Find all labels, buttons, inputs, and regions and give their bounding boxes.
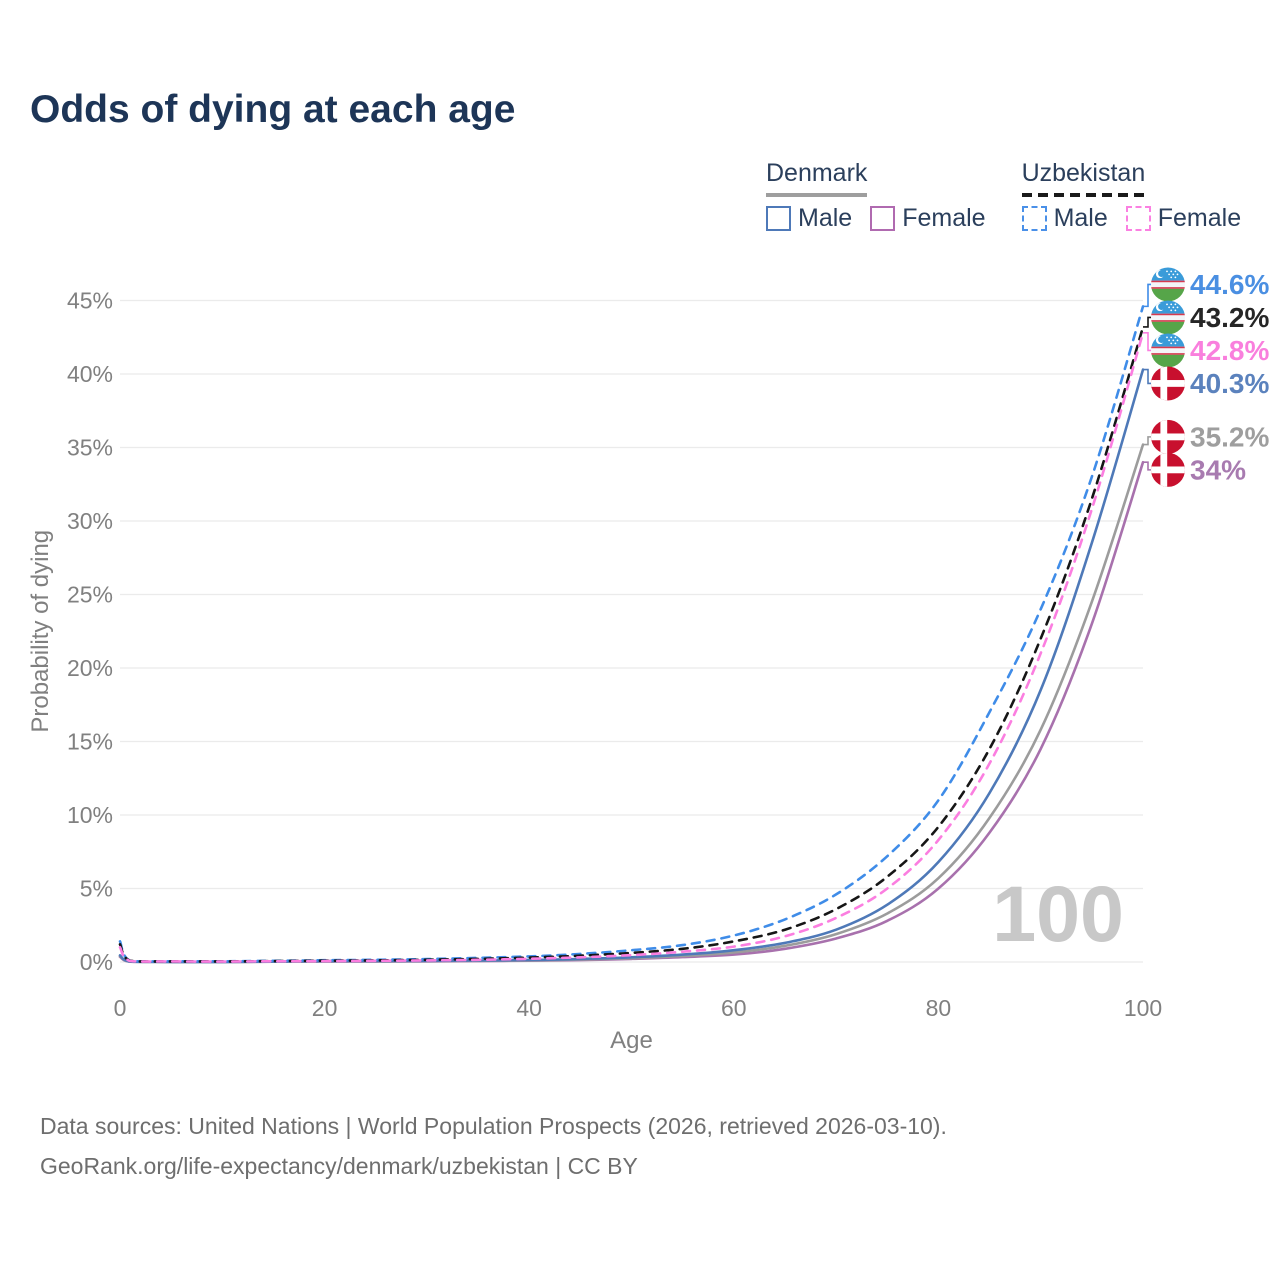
y-tick-label: 40% bbox=[67, 361, 113, 387]
series-line-denmark-male[interactable] bbox=[118, 368, 1145, 964]
y-tick-label: 20% bbox=[67, 655, 113, 681]
end-value-label: 40.3% bbox=[1190, 368, 1269, 399]
page-title: Odds of dying at each age bbox=[30, 88, 516, 131]
end-label-group[interactable]: 34% bbox=[1151, 452, 1246, 487]
x-tick-label: 80 bbox=[926, 995, 952, 1021]
legend-item-denmark-female[interactable]: Female bbox=[870, 203, 986, 233]
y-tick-label: 5% bbox=[80, 876, 113, 902]
legend-item-label: Female bbox=[1157, 203, 1242, 232]
y-tick-label: 10% bbox=[67, 802, 113, 828]
y-tick-label: 30% bbox=[67, 508, 113, 534]
y-tick-label: 45% bbox=[67, 288, 113, 314]
x-tick-label: 100 bbox=[1124, 995, 1162, 1021]
legend-item-label: Male bbox=[798, 203, 853, 232]
end-label-group[interactable]: 40.3% bbox=[1151, 366, 1269, 401]
legend-group-uzbekistan: Uzbekistan Male Female bbox=[1021, 159, 1242, 233]
x-tick-label: 60 bbox=[721, 995, 747, 1021]
denmark-female-swatch-icon bbox=[870, 205, 896, 231]
uzbekistan-male-swatch-icon bbox=[1021, 205, 1047, 231]
end-value-label: 43.2% bbox=[1190, 302, 1269, 333]
end-label-connector bbox=[1143, 283, 1151, 308]
series-line-uzbekistan-female[interactable] bbox=[118, 331, 1145, 963]
legend-item-label: Male bbox=[1053, 203, 1108, 232]
legend-country-uzbekistan[interactable]: Uzbekistan bbox=[1021, 159, 1146, 197]
series-line-denmark-both-sexes[interactable] bbox=[118, 443, 1145, 964]
denmark-flag-icon bbox=[1151, 366, 1185, 401]
y-tick-label: 25% bbox=[67, 582, 113, 608]
end-label-connector bbox=[1143, 368, 1151, 385]
legend-item-uzbekistan-female[interactable]: Female bbox=[1125, 203, 1242, 233]
watermark-age-label: 100 bbox=[992, 869, 1124, 958]
uzbekistan-flag-icon bbox=[1151, 267, 1185, 302]
end-label-group[interactable]: 44.6% bbox=[1151, 267, 1269, 302]
end-label-connector bbox=[1143, 332, 1151, 352]
end-label-connector bbox=[1143, 316, 1151, 328]
end-value-label: 42.8% bbox=[1190, 335, 1269, 366]
legend-item-uzbekistan-male[interactable]: Male bbox=[1021, 203, 1108, 233]
y-tick-label: 0% bbox=[80, 949, 113, 975]
legend: Denmark Male Female Uzbekistan Male bbox=[766, 159, 1242, 233]
uzbekistan-female-swatch-icon bbox=[1125, 205, 1151, 231]
denmark-flag-icon bbox=[1151, 419, 1185, 454]
end-label-connector bbox=[1143, 436, 1151, 446]
legend-country-denmark[interactable]: Denmark bbox=[766, 159, 868, 197]
denmark-flag-icon bbox=[1151, 452, 1185, 487]
legend-item-label: Female bbox=[902, 203, 986, 232]
end-label-group[interactable]: 35.2% bbox=[1151, 419, 1269, 454]
footer-line-attribution: GeoRank.org/life-expectancy/denmark/uzbe… bbox=[40, 1153, 638, 1180]
y-tick-label: 35% bbox=[67, 435, 113, 461]
data-source-footer: Data sources: United Nations | World Pop… bbox=[40, 1106, 947, 1187]
legend-items-uzbekistan: Male Female bbox=[1021, 203, 1242, 233]
x-axis-title: Age bbox=[610, 1027, 653, 1054]
y-axis-title: Probability of dying bbox=[27, 530, 54, 733]
footer-line-sources: Data sources: United Nations | World Pop… bbox=[40, 1113, 947, 1139]
x-tick-label: 0 bbox=[114, 995, 127, 1021]
end-value-label: 34% bbox=[1190, 454, 1246, 485]
uzbekistan-flag-icon bbox=[1151, 333, 1185, 368]
end-value-label: 44.6% bbox=[1190, 269, 1269, 300]
y-tick-label: 15% bbox=[67, 729, 113, 755]
x-tick-label: 40 bbox=[516, 995, 542, 1021]
x-tick-label: 20 bbox=[312, 995, 338, 1021]
end-label-connector bbox=[1143, 461, 1151, 471]
series-line-uzbekistan-male[interactable] bbox=[118, 305, 1145, 963]
uzbekistan-flag-icon bbox=[1151, 300, 1185, 335]
legend-item-denmark-male[interactable]: Male bbox=[766, 204, 852, 233]
denmark-male-swatch-icon bbox=[766, 205, 791, 231]
end-label-group[interactable]: 42.8% bbox=[1151, 333, 1269, 368]
legend-group-denmark: Denmark Male Female bbox=[766, 159, 986, 233]
series-line-uzbekistan-both-sexes[interactable] bbox=[118, 325, 1145, 963]
end-label-group[interactable]: 43.2% bbox=[1151, 300, 1269, 335]
legend-items-denmark: Male Female bbox=[766, 204, 986, 233]
end-value-label: 35.2% bbox=[1190, 421, 1269, 452]
